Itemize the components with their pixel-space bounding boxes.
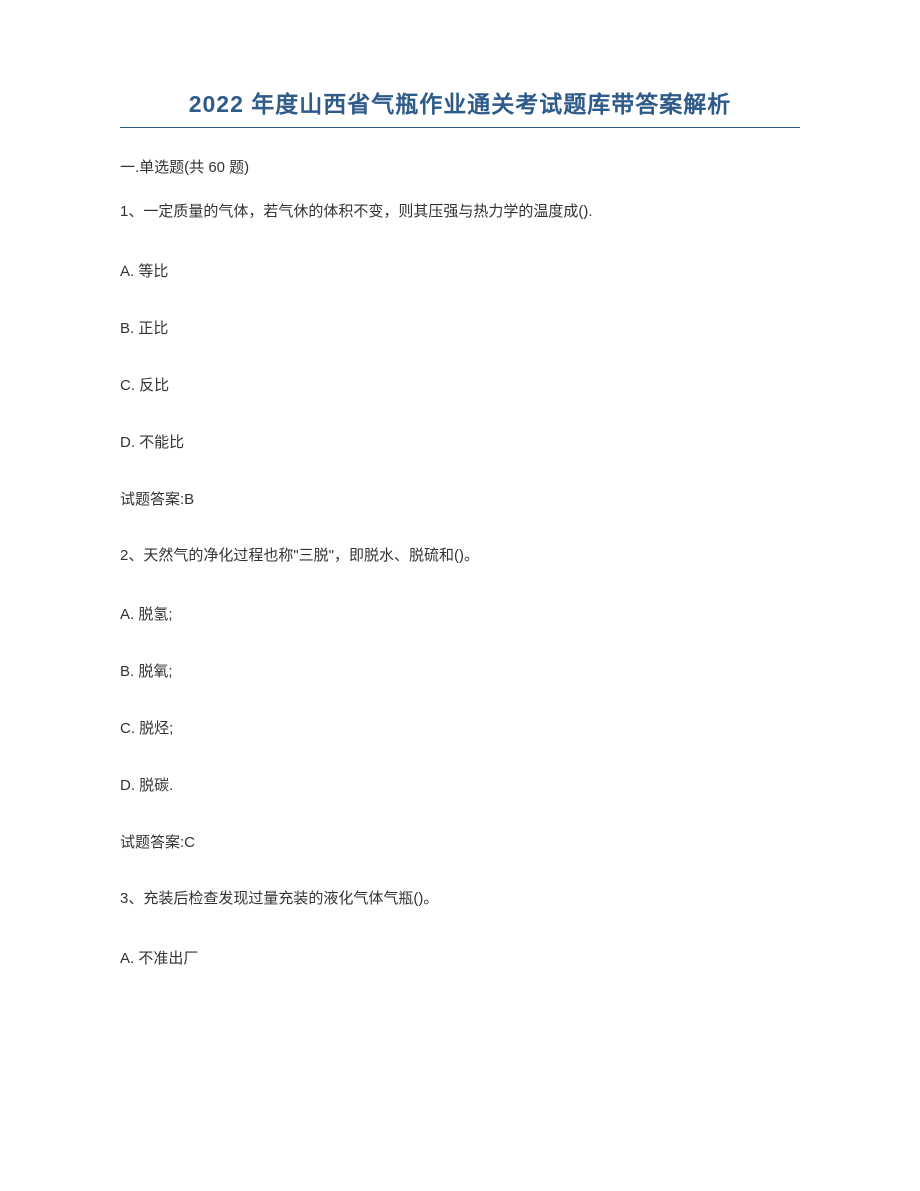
option-label: C.: [120, 377, 135, 394]
answer-1: 试题答案:B: [120, 488, 800, 509]
option-1d: D. 不能比: [120, 431, 800, 452]
question-1: 1、一定质量的气体，若气休的体积不变，则其压强与热力学的温度成().: [120, 201, 800, 224]
option-1b: B. 正比: [120, 317, 800, 338]
option-text: 脱烃;: [139, 720, 173, 737]
option-label: D.: [120, 434, 135, 451]
option-label: A.: [120, 263, 134, 280]
option-2b: B. 脱氧;: [120, 660, 800, 681]
document-title: 2022 年度山西省气瓶作业通关考试题库带答案解析: [120, 85, 800, 119]
option-2a: A. 脱氢;: [120, 603, 800, 624]
option-text: 反比: [139, 377, 169, 394]
option-label: B.: [120, 663, 134, 680]
option-3a: A. 不准出厂: [120, 947, 800, 968]
option-1a: A. 等比: [120, 260, 800, 281]
option-label: B.: [120, 320, 134, 337]
option-text: 不能比: [139, 434, 184, 451]
option-label: A.: [120, 950, 134, 967]
answer-value: B: [184, 491, 194, 508]
question-text: 一定质量的气体，若气休的体积不变，则其压强与热力学的温度成().: [143, 203, 592, 220]
question-number: 1、: [120, 203, 143, 220]
question-text: 充装后检查发现过量充装的液化气体气瓶()。: [143, 890, 438, 907]
option-2d: D. 脱碳.: [120, 774, 800, 795]
option-text: 脱碳.: [139, 777, 173, 794]
option-label: A.: [120, 606, 134, 623]
option-text: 等比: [138, 263, 168, 280]
title-underline: [120, 127, 800, 128]
question-number: 3、: [120, 890, 143, 907]
option-2c: C. 脱烃;: [120, 717, 800, 738]
option-text: 正比: [138, 320, 168, 337]
question-number: 2、: [120, 547, 143, 564]
option-text: 不准出厂: [138, 950, 198, 967]
option-text: 脱氧;: [138, 663, 172, 680]
option-text: 脱氢;: [138, 606, 172, 623]
answer-2: 试题答案:C: [120, 831, 800, 852]
answer-label: 试题答案:: [120, 834, 184, 851]
option-1c: C. 反比: [120, 374, 800, 395]
section-header: 一.单选题(共 60 题): [120, 156, 800, 177]
question-3: 3、充装后检查发现过量充装的液化气体气瓶()。: [120, 888, 800, 911]
question-2: 2、天然气的净化过程也称"三脱"，即脱水、脱硫和()。: [120, 545, 800, 568]
option-label: D.: [120, 777, 135, 794]
question-text: 天然气的净化过程也称"三脱"，即脱水、脱硫和()。: [143, 547, 479, 564]
answer-label: 试题答案:: [120, 491, 184, 508]
answer-value: C: [184, 834, 195, 851]
option-label: C.: [120, 720, 135, 737]
